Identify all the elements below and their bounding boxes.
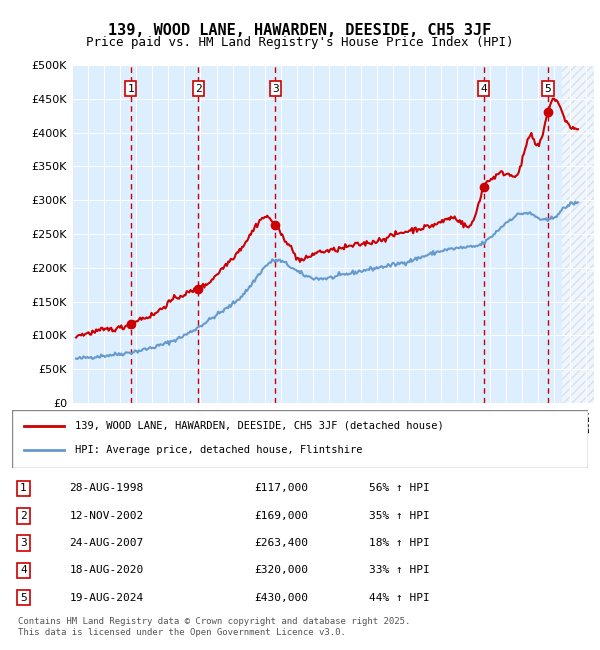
Text: 5: 5 xyxy=(545,84,551,94)
Text: £169,000: £169,000 xyxy=(254,511,308,521)
Text: Contains HM Land Registry data © Crown copyright and database right 2025.
This d: Contains HM Land Registry data © Crown c… xyxy=(18,618,410,637)
Text: £430,000: £430,000 xyxy=(254,593,308,603)
Text: 139, WOOD LANE, HAWARDEN, DEESIDE, CH5 3JF: 139, WOOD LANE, HAWARDEN, DEESIDE, CH5 3… xyxy=(109,23,491,38)
Text: 3: 3 xyxy=(272,84,278,94)
Text: 5: 5 xyxy=(20,593,27,603)
Text: 139, WOOD LANE, HAWARDEN, DEESIDE, CH5 3JF (detached house): 139, WOOD LANE, HAWARDEN, DEESIDE, CH5 3… xyxy=(76,421,444,431)
Text: 4: 4 xyxy=(480,84,487,94)
Text: 1: 1 xyxy=(127,84,134,94)
Text: 18-AUG-2020: 18-AUG-2020 xyxy=(70,566,144,575)
FancyBboxPatch shape xyxy=(12,410,588,468)
Text: 33% ↑ HPI: 33% ↑ HPI xyxy=(369,566,430,575)
Text: 12-NOV-2002: 12-NOV-2002 xyxy=(70,511,144,521)
Text: 19-AUG-2024: 19-AUG-2024 xyxy=(70,593,144,603)
Text: 2: 2 xyxy=(195,84,202,94)
Text: 24-AUG-2007: 24-AUG-2007 xyxy=(70,538,144,548)
Text: 56% ↑ HPI: 56% ↑ HPI xyxy=(369,484,430,493)
Text: £263,400: £263,400 xyxy=(254,538,308,548)
Text: 3: 3 xyxy=(20,538,27,548)
Text: Price paid vs. HM Land Registry's House Price Index (HPI): Price paid vs. HM Land Registry's House … xyxy=(86,36,514,49)
Text: HPI: Average price, detached house, Flintshire: HPI: Average price, detached house, Flin… xyxy=(76,445,363,456)
Text: 18% ↑ HPI: 18% ↑ HPI xyxy=(369,538,430,548)
Text: £117,000: £117,000 xyxy=(254,484,308,493)
Text: 44% ↑ HPI: 44% ↑ HPI xyxy=(369,593,430,603)
Text: 1: 1 xyxy=(20,484,27,493)
Text: 28-AUG-1998: 28-AUG-1998 xyxy=(70,484,144,493)
Text: 4: 4 xyxy=(20,566,27,575)
Text: 2: 2 xyxy=(20,511,27,521)
Text: 35% ↑ HPI: 35% ↑ HPI xyxy=(369,511,430,521)
Text: £320,000: £320,000 xyxy=(254,566,308,575)
Bar xyxy=(562,65,594,403)
